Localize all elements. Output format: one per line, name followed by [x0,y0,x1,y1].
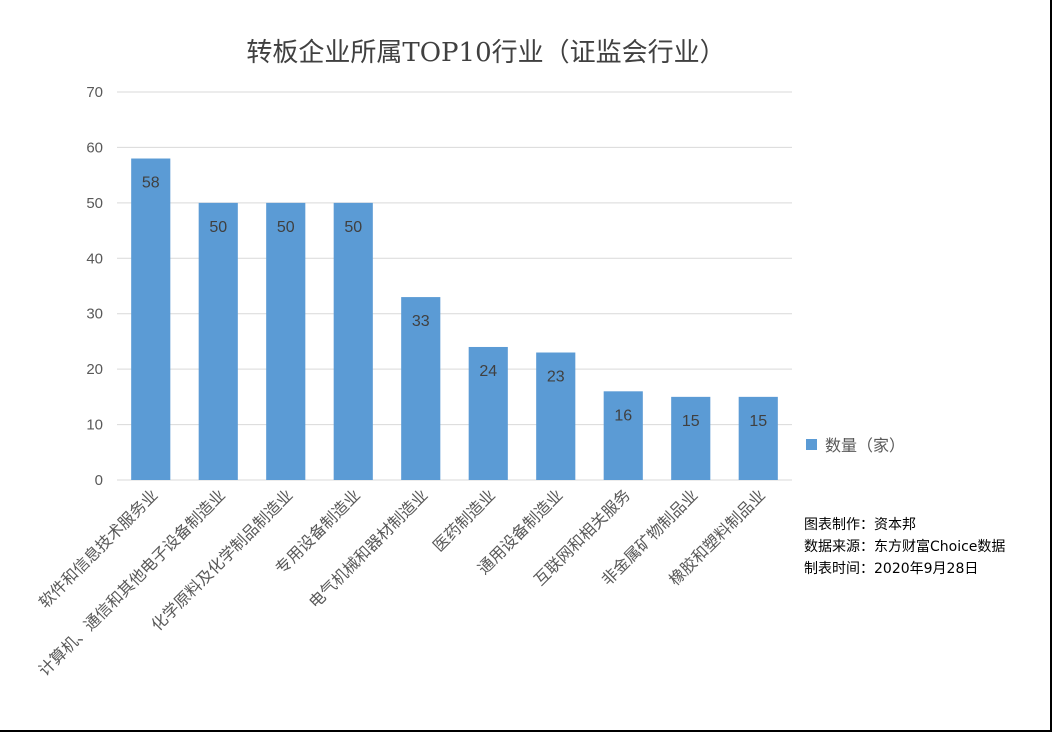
x-category-label: 医药制造业 [429,485,499,555]
bar [468,346,508,480]
data-label: 15 [682,413,700,430]
bars [131,158,778,480]
data-label: 50 [277,219,295,236]
legend-swatch [806,438,817,450]
data-label: 50 [344,219,362,236]
y-tick-label: 40 [86,250,103,267]
data-label: 15 [749,413,767,430]
x-category-label: 化学原料及化学制品制造业 [147,485,296,634]
legend: 数量（家） [806,432,905,456]
bar [536,352,576,480]
x-axis-category-labels: 软件和信息技术服务业计算机、通信和其他电子设备制造业化学原料及化学制品制造业专用… [35,485,769,679]
bar [401,297,441,480]
data-label: 58 [142,175,160,192]
y-tick-label: 70 [86,84,103,101]
chart-date-note: 制表时间：2020年9月28日 [804,561,979,577]
data-label: 33 [412,313,430,330]
bar [266,202,306,480]
source-note: 图表制作：资本邦 数据来源：东方财富Choice数据 制表时间：2020年9月2… [804,514,1005,580]
bar [198,202,238,480]
chart-maker-note: 图表制作：资本邦 [804,517,916,533]
data-label: 24 [479,363,497,380]
bar [333,202,373,480]
data-label: 50 [209,219,227,236]
y-tick-label: 60 [86,139,103,156]
y-tick-label: 50 [86,195,103,212]
bar [603,391,643,480]
bar [738,396,778,480]
x-category-label: 电气机械和器材制造业 [305,485,432,612]
bar [671,396,711,480]
data-labels: 58 50 50 50 33 24 23 16 15 15 [142,175,767,430]
bar [131,158,171,480]
chart-title: 转板企业所属TOP10行业（证监会行业） [246,38,726,68]
y-tick-label: 10 [86,417,103,434]
legend-label: 数量（家） [825,436,906,455]
y-tick-label: 0 [95,472,103,489]
data-label: 23 [547,369,565,386]
y-axis-tick-labels: 0 10 20 30 40 50 60 70 [86,84,103,489]
data-source-note: 数据来源：东方财富Choice数据 [804,539,1006,555]
data-label: 16 [614,407,632,424]
x-category-label: 软件和信息技术服务业 [35,485,162,612]
y-tick-label: 30 [86,306,103,323]
y-tick-label: 20 [86,361,103,378]
